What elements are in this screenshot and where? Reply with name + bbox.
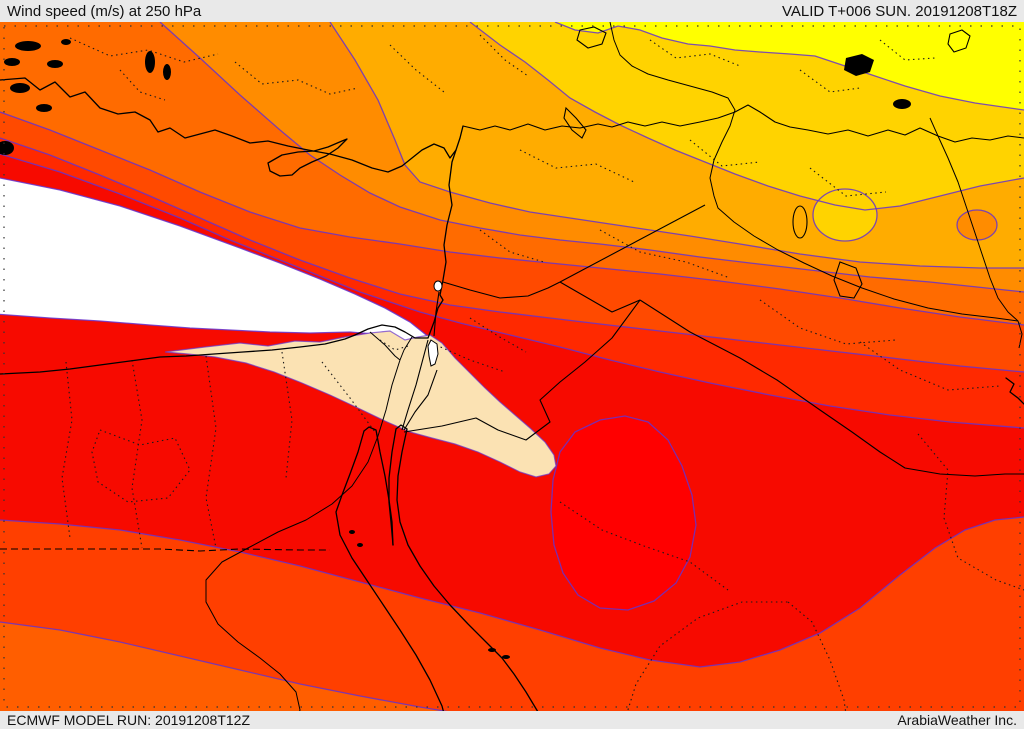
turkey-syria-border xyxy=(462,104,1024,143)
aegean-island xyxy=(47,60,63,68)
tiran-island xyxy=(502,655,510,659)
footer-bar: ECMWF MODEL RUN: 20191208T12Z ArabiaWeat… xyxy=(0,711,1024,729)
sea-of-galilee xyxy=(433,280,443,292)
jordan-saudi-border xyxy=(403,299,641,441)
lake-east-turkey xyxy=(893,99,911,109)
gulf-of-suez-red-sea-west xyxy=(335,430,449,729)
lake-tharthar xyxy=(792,205,808,239)
saudi-red-sea-coast xyxy=(396,428,547,729)
lake-tuz xyxy=(576,26,607,49)
red-sea-island xyxy=(349,530,355,534)
aegean-island xyxy=(61,39,71,45)
map-title: Wind speed (m/s) at 250 hPa xyxy=(7,2,202,20)
syria-iraq-border xyxy=(559,204,706,283)
jordan-iraq-border xyxy=(559,281,641,313)
persian-gulf-sliver xyxy=(1005,377,1024,405)
dead-sea xyxy=(427,339,439,367)
aegean-island xyxy=(36,104,52,112)
header-bar: Wind speed (m/s) at 250 hPa VALID T+006 … xyxy=(0,0,1024,22)
contour-lines xyxy=(0,21,1024,729)
lakes-and-islands xyxy=(0,26,971,659)
band-orange-south xyxy=(0,622,565,729)
rivers xyxy=(205,21,1023,729)
lake-northeast xyxy=(947,29,971,53)
red-max-pocket xyxy=(550,415,697,611)
euphrates-river xyxy=(609,21,1019,322)
israel-egypt-border xyxy=(401,339,429,431)
jordan-syria-border xyxy=(442,281,561,299)
red-sea-island xyxy=(357,543,363,547)
tiran-island xyxy=(488,648,496,652)
turkish-lake xyxy=(145,51,155,73)
country-borders xyxy=(0,104,1024,552)
iraq-saudi-border xyxy=(639,299,1024,477)
crete-tip xyxy=(0,141,14,155)
cyprus-island xyxy=(267,138,348,177)
aegean-island xyxy=(15,41,41,51)
brand-label: ArabiaWeather Inc. xyxy=(897,712,1017,728)
tigris-river xyxy=(929,117,1023,349)
amber-pocket xyxy=(957,210,997,240)
nile-river xyxy=(205,331,413,729)
sinai-west-shore xyxy=(363,426,394,546)
valid-time-label: VALID T+006 SUN. 20191208T18Z xyxy=(781,2,1017,20)
turkish-lake xyxy=(163,64,171,80)
admin-boundaries xyxy=(61,34,1024,729)
aegean-island xyxy=(10,83,30,93)
gold-pocket xyxy=(813,189,877,241)
lake-van xyxy=(844,54,874,76)
turkey-south-coast xyxy=(0,77,464,173)
band-yellow-northeast xyxy=(555,22,1024,110)
lake-razzaza xyxy=(833,261,863,299)
levant-nile-coast xyxy=(0,149,457,375)
jordan-valley-border xyxy=(403,291,440,431)
gulf-of-aqaba-west xyxy=(388,428,397,546)
model-run-label: ECMWF MODEL RUN: 20191208T12Z xyxy=(7,712,250,728)
aegean-island xyxy=(4,58,20,66)
map-frame xyxy=(3,25,1021,708)
lake-assad xyxy=(563,106,587,139)
coastlines xyxy=(0,77,1024,729)
wind-fill-bands xyxy=(0,22,1024,729)
egypt-sudan-border xyxy=(0,548,330,552)
